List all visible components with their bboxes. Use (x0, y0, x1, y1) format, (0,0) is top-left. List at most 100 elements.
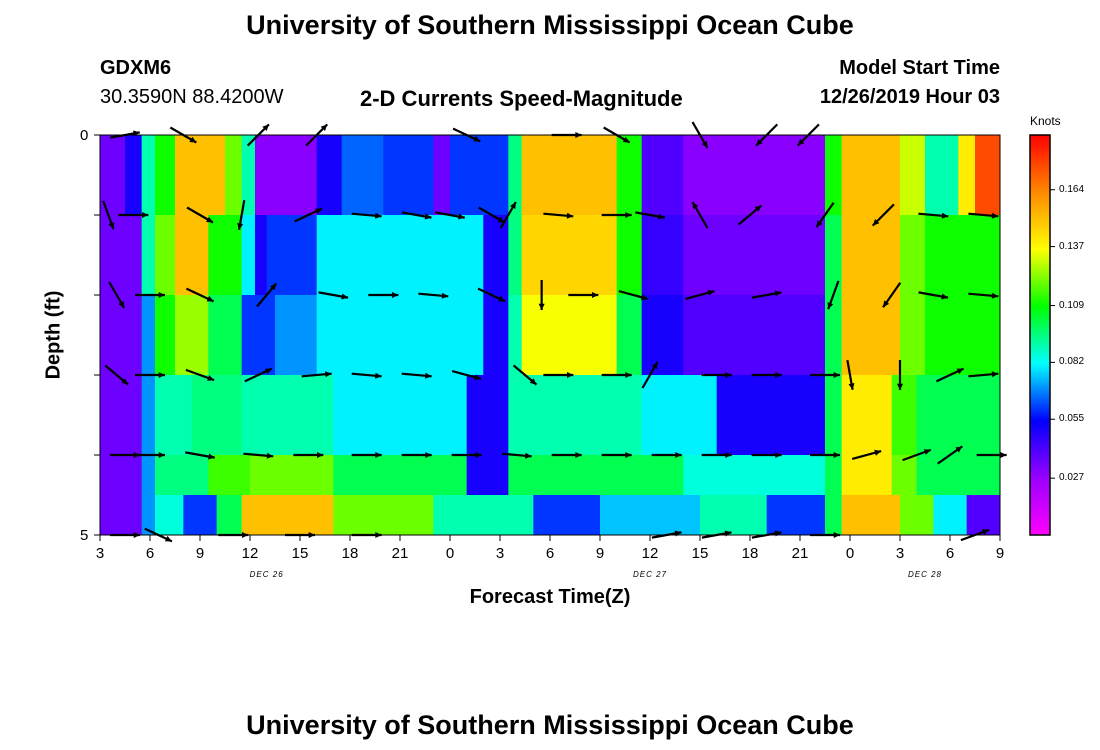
colorbar-label: Knots (1030, 114, 1061, 128)
current-arrow (118, 211, 149, 219)
colorbar (1029, 134, 1051, 536)
current-arrow (685, 289, 715, 300)
heatmap-cell (825, 135, 843, 215)
x-axis-label: Forecast Time(Z) (469, 586, 631, 608)
colorbar-tick-label: 0.055 (1059, 413, 1085, 425)
heatmap-cell (521, 295, 618, 375)
heatmap-cell (841, 495, 901, 535)
heatmap-cell (141, 455, 156, 495)
footer-title: University of Southern Mississippi Ocean… (246, 710, 854, 740)
current-arrow (810, 371, 840, 379)
current-arrow (937, 445, 963, 465)
x-tick-label: 15 (691, 545, 709, 562)
heatmap-cell (508, 375, 568, 455)
current-arrow (243, 452, 274, 459)
heatmap-cell (155, 135, 176, 215)
current-arrow (815, 202, 835, 228)
current-arrow (351, 451, 382, 459)
current-arrow (135, 371, 165, 379)
heatmap-cell (175, 295, 209, 375)
heatmap-cell (100, 455, 143, 495)
heatmap-cell (316, 215, 484, 295)
heatmap-cell (208, 215, 243, 295)
heatmap-cell (125, 135, 143, 215)
station-location: 30.3590N 88.4200W (100, 86, 284, 108)
current-arrow (882, 282, 902, 308)
current-arrow (968, 292, 999, 299)
heatmap-cell (141, 215, 156, 295)
heatmap-cell (208, 295, 243, 375)
heatmap-cell (100, 295, 143, 375)
heatmap-cell (916, 375, 1001, 455)
heatmap-cell (333, 375, 468, 455)
heatmap-cell (900, 295, 926, 375)
colorbar-tick-label: 0.137 (1059, 240, 1085, 252)
x-tick-label: 9 (995, 545, 1005, 562)
heatmap-cell (275, 295, 318, 375)
current-arrow (185, 368, 215, 382)
date-label: DEC 28 (907, 570, 943, 579)
x-tick-label: 18 (341, 545, 359, 562)
current-arrow (551, 451, 582, 459)
heatmap-cell (616, 215, 643, 295)
heatmap-cell (183, 495, 218, 535)
current-arrow (701, 451, 732, 459)
current-arrow (691, 201, 709, 229)
heatmap-cell (533, 495, 601, 535)
y-tick-label: 0 (80, 127, 89, 144)
heatmap-cell (958, 135, 976, 215)
heatmap-cell (155, 215, 176, 295)
current-arrow (601, 371, 632, 379)
colorbar-tick-label: 0.164 (1059, 183, 1085, 195)
x-tick-label: 12 (241, 545, 259, 562)
chart-subtitle: 2-D Currents Speed-Magnitude (360, 86, 683, 111)
heatmap-cell (683, 455, 826, 495)
current-arrow (968, 371, 999, 378)
heatmap-cell (925, 215, 1001, 295)
date-label: DEC 27 (632, 570, 668, 579)
heatmap-cell (155, 455, 209, 495)
x-tick-label: 9 (595, 545, 605, 562)
heatmap-cell (208, 455, 251, 495)
heatmap-cell (483, 215, 509, 295)
heatmap-cell (683, 135, 826, 215)
heatmap-cell (483, 295, 509, 375)
current-arrow (318, 291, 349, 300)
current-arrow (601, 451, 632, 459)
current-arrow (543, 371, 574, 379)
current-arrow (351, 372, 382, 379)
current-arrow (401, 372, 432, 379)
heatmap-cell (508, 215, 523, 295)
y-tick-label: 5 (80, 527, 89, 544)
current-arrow (435, 211, 465, 220)
heatmap-cell (508, 455, 684, 495)
model-start-label: Model Start Time (839, 57, 1000, 79)
current-arrow (501, 452, 532, 459)
current-arrow (135, 291, 165, 299)
heatmap-cell (250, 455, 334, 495)
heatmap-cell (316, 135, 343, 215)
heatmap-cell (966, 495, 1001, 535)
colorbar-tick-label: 0.027 (1059, 472, 1085, 484)
heatmap-cell (683, 215, 826, 295)
model-start-time: 12/26/2019 Hour 03 (819, 86, 1000, 108)
heatmap-cell (841, 135, 901, 215)
heatmap-cell (766, 495, 826, 535)
heatmap-cell (641, 295, 684, 375)
current-arrow (368, 291, 399, 299)
heatmap-cell (175, 215, 209, 295)
heatmap-cell (466, 455, 509, 495)
heatmap-cell (450, 135, 509, 215)
current-arrow (294, 207, 323, 223)
heatmap-cell (266, 215, 318, 295)
current-arrow (185, 451, 215, 460)
current-arrow (635, 211, 665, 220)
heatmap-cell (175, 135, 226, 215)
heatmap-cell (241, 215, 256, 295)
heatmap-cell (641, 215, 684, 295)
heatmap-cell (825, 215, 843, 295)
current-arrow (401, 211, 432, 220)
current-arrow (108, 281, 126, 309)
heatmap-cell (900, 215, 926, 295)
heatmap-cell (100, 215, 143, 295)
